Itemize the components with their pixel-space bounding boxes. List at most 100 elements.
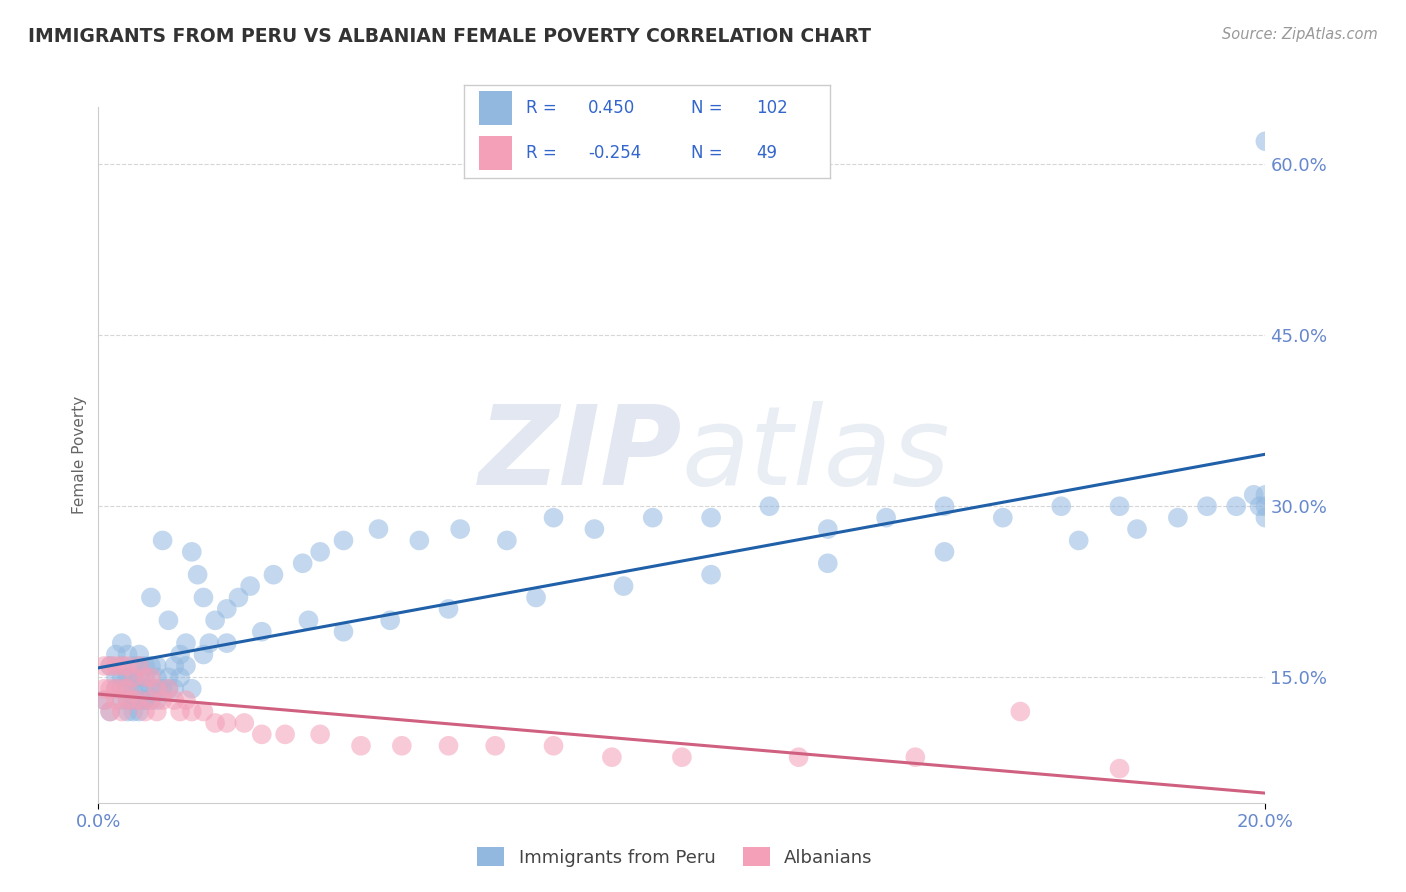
Point	[152, 533, 174, 548]
Point	[128, 670, 150, 684]
Point	[139, 591, 162, 605]
Point	[157, 670, 180, 684]
Point	[128, 693, 150, 707]
Point	[98, 681, 121, 696]
Point	[152, 693, 174, 707]
Point	[612, 579, 634, 593]
Point	[104, 648, 127, 662]
Point	[367, 522, 389, 536]
Point	[408, 533, 430, 548]
Point	[378, 613, 402, 627]
Point	[134, 693, 156, 707]
Point	[117, 681, 139, 696]
Point	[104, 681, 127, 696]
Point	[122, 681, 145, 696]
Point	[169, 670, 191, 684]
Point	[332, 533, 354, 548]
Point	[122, 693, 145, 707]
Point	[134, 693, 156, 707]
Point	[128, 659, 150, 673]
Point	[111, 636, 134, 650]
Point	[157, 681, 180, 696]
Point	[875, 510, 897, 524]
Point	[449, 522, 471, 536]
Point	[117, 693, 139, 707]
Point	[1126, 522, 1149, 536]
Point	[1254, 488, 1277, 502]
Point	[104, 659, 127, 673]
Point	[122, 659, 145, 673]
Point	[122, 670, 145, 684]
Text: ZIP: ZIP	[478, 401, 682, 508]
Point	[1254, 500, 1277, 514]
Point	[1050, 500, 1073, 514]
Point	[543, 739, 565, 753]
Point	[700, 567, 723, 582]
FancyBboxPatch shape	[478, 136, 512, 170]
Point	[193, 648, 215, 662]
Point	[134, 705, 156, 719]
Point	[128, 659, 150, 673]
Point	[174, 659, 197, 673]
Point	[139, 693, 162, 707]
Point	[134, 670, 156, 684]
Point	[111, 670, 134, 684]
Point	[139, 693, 162, 707]
Point	[583, 522, 606, 536]
Point	[134, 681, 156, 696]
Point	[163, 693, 186, 707]
Point	[98, 705, 121, 719]
Point	[934, 545, 956, 559]
Point	[93, 693, 115, 707]
Point	[117, 693, 139, 707]
Point	[391, 739, 413, 753]
Point	[128, 693, 150, 707]
Text: 49: 49	[756, 145, 778, 162]
Point	[228, 591, 250, 605]
Point	[309, 545, 332, 559]
Point	[671, 750, 693, 764]
Point	[98, 659, 121, 673]
Point	[104, 693, 127, 707]
Point	[543, 510, 565, 524]
Point	[104, 670, 127, 684]
Point	[600, 750, 623, 764]
Legend: Immigrants from Peru, Albanians: Immigrants from Peru, Albanians	[470, 840, 880, 874]
Point	[1249, 500, 1271, 514]
Point	[250, 727, 273, 741]
Point	[215, 715, 238, 730]
Point	[128, 648, 150, 662]
Point	[1254, 510, 1277, 524]
Text: R =: R =	[526, 145, 557, 162]
Point	[817, 522, 839, 536]
Text: Source: ZipAtlas.com: Source: ZipAtlas.com	[1222, 27, 1378, 42]
Point	[700, 510, 723, 524]
Point	[1108, 762, 1130, 776]
Text: -0.254: -0.254	[588, 145, 641, 162]
Point	[134, 670, 156, 684]
Point	[180, 705, 202, 719]
Point	[193, 705, 215, 719]
Point	[291, 556, 314, 570]
Point	[146, 681, 169, 696]
Point	[93, 693, 115, 707]
Point	[817, 556, 839, 570]
Point	[111, 681, 134, 696]
Point	[1010, 705, 1032, 719]
Point	[180, 545, 202, 559]
Point	[128, 681, 150, 696]
Point	[169, 648, 191, 662]
Point	[274, 727, 297, 741]
Point	[198, 636, 221, 650]
Point	[146, 659, 169, 673]
Point	[122, 670, 145, 684]
Point	[163, 659, 186, 673]
Point	[524, 591, 547, 605]
Y-axis label: Female Poverty: Female Poverty	[72, 396, 87, 514]
Point	[262, 567, 284, 582]
Point	[146, 681, 169, 696]
Point	[139, 681, 162, 696]
Point	[117, 659, 139, 673]
Point	[111, 693, 134, 707]
Point	[332, 624, 354, 639]
